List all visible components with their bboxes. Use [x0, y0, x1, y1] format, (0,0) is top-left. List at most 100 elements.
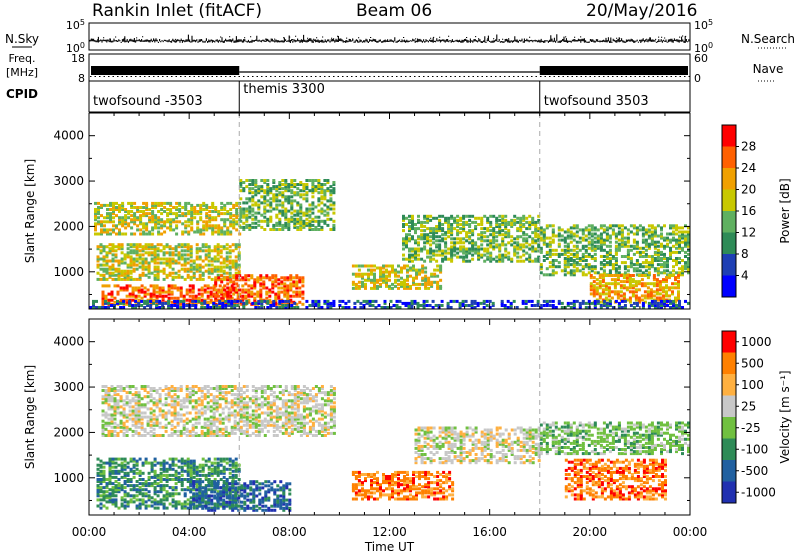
power-cell [394, 278, 397, 282]
power-cell [474, 249, 478, 253]
power-cell [189, 255, 193, 259]
power-cell [154, 224, 158, 228]
power-cell [219, 267, 223, 271]
velocity-cell [290, 429, 294, 433]
power-cell [323, 191, 327, 195]
colorbar-swatch [722, 146, 736, 168]
power-cell [663, 224, 666, 228]
power-cell [202, 226, 206, 230]
power-cell [483, 214, 487, 218]
velocity-cell [272, 401, 276, 405]
power-cell [289, 298, 293, 302]
power-cell [414, 247, 417, 251]
power-cell [184, 203, 188, 207]
power-cell [141, 263, 145, 267]
power-cell [361, 280, 364, 284]
power-cell [180, 257, 184, 261]
power-cell [195, 243, 199, 247]
power-cell [239, 215, 243, 219]
velocity-cell [149, 415, 153, 419]
power-cell [388, 264, 391, 268]
power-cell [257, 189, 261, 193]
velocity-cell [227, 391, 231, 395]
power-cell [504, 220, 508, 224]
power-cell [157, 220, 161, 224]
power-cell [415, 276, 418, 280]
power-cell [199, 216, 203, 220]
power-cell [650, 261, 654, 265]
power-cell [634, 296, 638, 300]
power-cell [242, 213, 246, 217]
power-cell [231, 261, 235, 265]
power-cell [638, 246, 642, 250]
velocity-cell [152, 409, 156, 413]
velocity-cell [236, 421, 240, 425]
power-cell [214, 298, 218, 302]
power-cell [211, 224, 215, 228]
power-cell [491, 301, 495, 305]
power-cell [681, 306, 684, 309]
power-cell [239, 211, 243, 215]
power-cell [260, 201, 264, 205]
power-cell [226, 282, 230, 286]
power-cell [168, 251, 172, 255]
power-cell [513, 214, 517, 218]
power-cell [462, 223, 466, 226]
power-cell [94, 224, 97, 228]
power-cell [388, 278, 391, 282]
power-cell [430, 282, 434, 286]
power-cell [296, 219, 300, 223]
power-cell [650, 257, 654, 260]
power-cell [210, 267, 214, 271]
power-cell [507, 235, 511, 239]
power-cell [408, 229, 411, 233]
power-cell [418, 272, 421, 276]
velocity-cell [203, 417, 207, 421]
power-cell [323, 203, 327, 207]
power-cell [587, 301, 591, 305]
power-cell [548, 273, 552, 277]
power-cell [581, 228, 585, 232]
power-cell [133, 201, 137, 205]
power-cell [149, 296, 153, 300]
velocity-cell [137, 417, 141, 421]
power-cell [200, 294, 204, 298]
power-cell [266, 203, 270, 207]
power-cell [658, 288, 662, 292]
power-cell [596, 301, 600, 305]
power-cell [165, 261, 169, 265]
velocity-cell [260, 405, 264, 409]
power-cell [156, 273, 160, 277]
power-cell [268, 298, 272, 302]
power-cell [394, 272, 397, 276]
power-cell [277, 296, 281, 300]
power-cell [199, 206, 203, 209]
power-cell [311, 181, 315, 184]
velocity-cell [290, 431, 294, 435]
power-cell [566, 271, 570, 275]
power-cell [537, 259, 541, 263]
velocity-cell [101, 423, 105, 427]
power-cell [684, 255, 687, 258]
power-cell [658, 296, 662, 300]
power-cell [204, 257, 208, 261]
power-cell [506, 306, 510, 309]
power-cell [414, 227, 417, 231]
power-cell [427, 278, 431, 282]
power-cell [229, 278, 233, 282]
velocity-cell [185, 395, 189, 399]
power-cell [432, 241, 436, 245]
velocity-cell [230, 393, 234, 397]
power-cell [271, 280, 275, 284]
power-cell [137, 286, 141, 290]
power-cell [257, 199, 261, 203]
velocity-cell [110, 385, 114, 388]
power-cell [225, 247, 229, 251]
power-cell [114, 259, 118, 263]
power-cell [191, 288, 195, 292]
power-cell [649, 292, 653, 296]
power-cell [97, 212, 100, 216]
power-cell [207, 267, 211, 271]
power-cell [415, 282, 418, 286]
power-cell [201, 265, 205, 269]
